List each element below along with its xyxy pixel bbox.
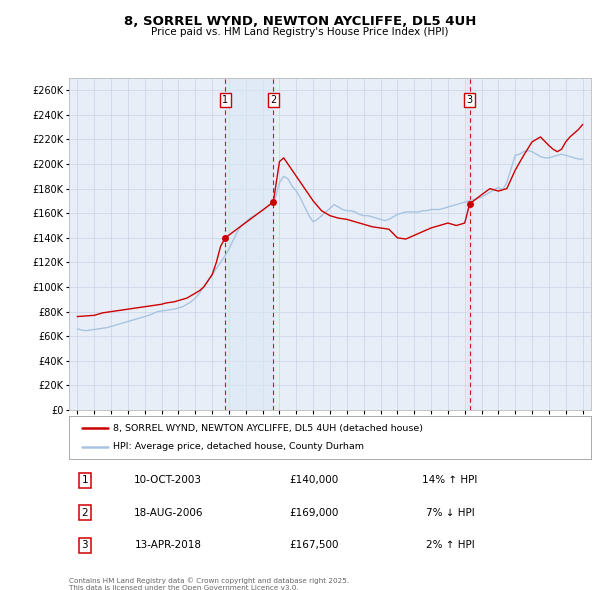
Bar: [225, 78, 273, 410]
Text: £140,000: £140,000: [290, 476, 339, 485]
Text: 18-AUG-2006: 18-AUG-2006: [133, 508, 203, 517]
Text: 3: 3: [82, 540, 88, 550]
Text: £169,000: £169,000: [290, 508, 339, 517]
Text: 3: 3: [467, 95, 473, 105]
Text: 10-OCT-2003: 10-OCT-2003: [134, 476, 202, 485]
Text: 7% ↓ HPI: 7% ↓ HPI: [425, 508, 475, 517]
Text: 2% ↑ HPI: 2% ↑ HPI: [425, 540, 475, 550]
Text: 14% ↑ HPI: 14% ↑ HPI: [422, 476, 478, 485]
Text: Price paid vs. HM Land Registry's House Price Index (HPI): Price paid vs. HM Land Registry's House …: [151, 27, 449, 37]
Text: HPI: Average price, detached house, County Durham: HPI: Average price, detached house, Coun…: [113, 442, 364, 451]
Text: 2: 2: [270, 95, 277, 105]
Text: 13-APR-2018: 13-APR-2018: [134, 540, 202, 550]
Bar: [467, 78, 472, 410]
Text: £167,500: £167,500: [290, 540, 339, 550]
Text: 1: 1: [222, 95, 229, 105]
Text: 8, SORREL WYND, NEWTON AYCLIFFE, DL5 4UH: 8, SORREL WYND, NEWTON AYCLIFFE, DL5 4UH: [124, 15, 476, 28]
Text: 1: 1: [82, 476, 88, 485]
Text: 8, SORREL WYND, NEWTON AYCLIFFE, DL5 4UH (detached house): 8, SORREL WYND, NEWTON AYCLIFFE, DL5 4UH…: [113, 424, 424, 432]
Text: 2: 2: [82, 508, 88, 517]
Text: Contains HM Land Registry data © Crown copyright and database right 2025.
This d: Contains HM Land Registry data © Crown c…: [69, 577, 349, 590]
